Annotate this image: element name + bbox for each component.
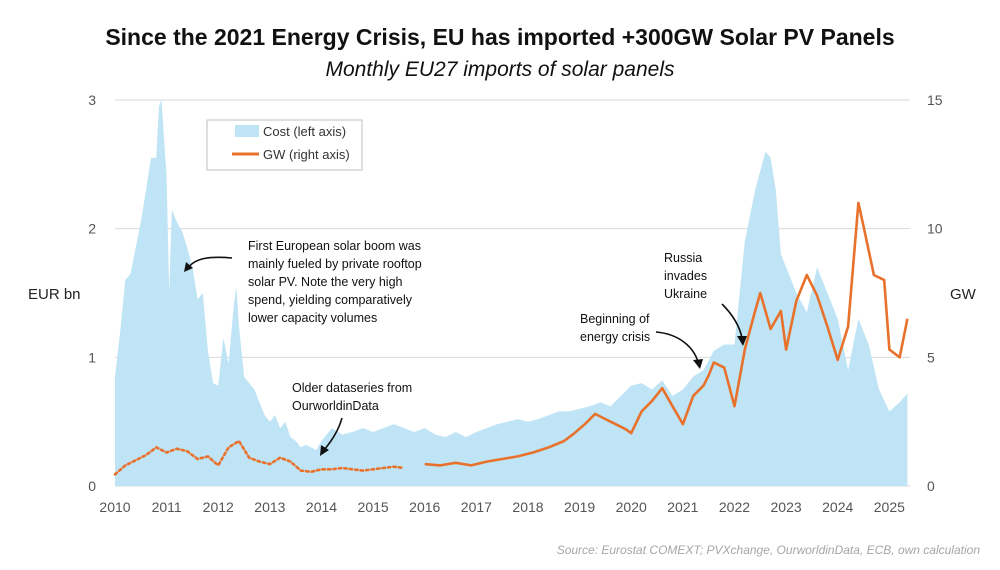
y-left-tick-label: 2 — [88, 221, 96, 237]
annotation-older: Older dataseries from OurworldinData — [292, 381, 412, 456]
x-tick-label: 2011 — [152, 499, 182, 515]
annotation-russia: Russia invades Ukraine — [664, 251, 747, 346]
gw-older-dotted-series — [113, 439, 406, 476]
annotation-crisis-arrow — [655, 331, 699, 363]
x-tick-label: 2024 — [822, 499, 853, 515]
x-tick-label: 2013 — [254, 499, 285, 515]
annotation-russia-arrowhead — [737, 336, 747, 346]
annotation-russia-line-3: Ukraine — [664, 287, 707, 301]
chart-title: Since the 2021 Energy Crisis, EU has imp… — [105, 24, 895, 50]
y-right-tick-label: 5 — [927, 349, 935, 365]
annotation-russia-arrow — [721, 303, 743, 339]
annotation-boom-line-4: spend, yielding comparatively — [248, 293, 413, 307]
annotation-boom-arrow — [187, 256, 233, 269]
x-tick-label: 2017 — [461, 499, 492, 515]
legend-box — [206, 119, 363, 171]
x-tick-label: 2016 — [409, 499, 440, 515]
annotation-crisis: Beginning of energy crisis — [580, 312, 703, 369]
source-note: Source: Eurostat COMEXT; PVXchange, Ourw… — [556, 543, 980, 557]
y-right-tick-label: 15 — [927, 92, 943, 108]
y-left-tick-label: 1 — [88, 349, 96, 365]
x-tick-label: 2018 — [512, 499, 543, 515]
annotation-older-arrowhead — [320, 445, 329, 456]
legend-cost-label: Cost (left axis) — [263, 124, 346, 139]
x-tick-label: 2012 — [203, 499, 234, 515]
annotation-boom-line-5: lower capacity volumes — [248, 311, 377, 325]
annotation-boom-line-1: First European solar boom was — [248, 239, 421, 253]
cost-area-series — [115, 100, 908, 486]
x-tick-label: 2015 — [358, 499, 389, 515]
gw-line-series — [424, 201, 909, 467]
y-right-axis-label: GW — [950, 286, 977, 303]
annotation-crisis-line-2: energy crisis — [580, 330, 650, 344]
y-left-axis-label: EUR bn — [28, 286, 81, 303]
y-right-tick-label: 0 — [927, 478, 935, 494]
annotation-russia-line-2: invades — [664, 269, 707, 283]
x-tick-label: 2023 — [771, 499, 802, 515]
x-tick-label: 2010 — [99, 499, 130, 515]
annotation-boom-line-2: mainly fueled by private rooftop — [248, 257, 422, 271]
annotation-crisis-arrowhead — [693, 359, 703, 369]
x-tick-label: 2021 — [667, 499, 698, 515]
annotation-boom-line-3: solar PV. Note the very high — [248, 275, 403, 289]
annotation-boom: First European solar boom was mainly fue… — [184, 239, 422, 325]
annotation-boom-arrowhead — [184, 262, 193, 272]
legend: Cost (left axis) GW (right axis) — [206, 119, 363, 171]
y-left-tick-label: 0 — [88, 478, 96, 494]
y-left-tick-label: 3 — [88, 92, 96, 108]
annotation-crisis-line-1: Beginning of — [580, 312, 650, 326]
y-right-tick-label: 10 — [927, 221, 943, 237]
x-tick-label: 2019 — [564, 499, 595, 515]
annotation-older-line-2: OurworldinData — [292, 399, 379, 413]
legend-cost-swatch — [235, 125, 259, 137]
x-tick-label: 2025 — [874, 499, 905, 515]
annotation-russia-line-1: Russia — [664, 251, 702, 265]
x-tick-label: 2014 — [306, 499, 337, 515]
legend-gw-label: GW (right axis) — [263, 147, 350, 162]
x-tick-label: 2022 — [719, 499, 750, 515]
x-tick-label: 2020 — [616, 499, 647, 515]
chart-subtitle: Monthly EU27 imports of solar panels — [325, 58, 675, 81]
annotation-older-line-1: Older dataseries from — [292, 381, 412, 395]
